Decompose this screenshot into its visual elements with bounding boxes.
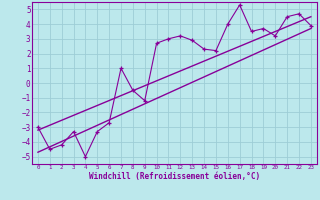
X-axis label: Windchill (Refroidissement éolien,°C): Windchill (Refroidissement éolien,°C) <box>89 172 260 181</box>
